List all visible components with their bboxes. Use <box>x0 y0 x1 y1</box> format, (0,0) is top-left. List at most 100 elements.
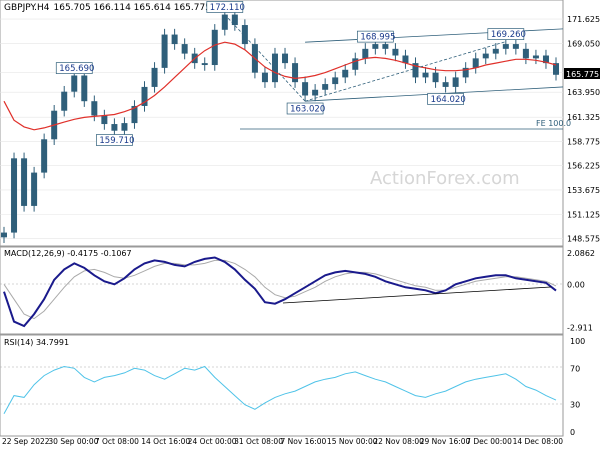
price-axis: 171.625169.050166.000163.950161.325158.7… <box>567 15 600 243</box>
price-panel-title: GBPJPY.H4 165.705 166.114 165.614 165.775 <box>4 3 211 13</box>
time-tick-label: 14 Oct 16:00 <box>141 437 190 446</box>
time-tick-label: 7 Oct 08:00 <box>95 437 139 446</box>
price-annotations: 172.110 165.690 159.710 163.020 168.995 164.0… <box>55 1 526 146</box>
price-tick-label: 171.625 <box>567 15 600 24</box>
candle-body <box>352 58 359 70</box>
macd-line <box>3 256 557 328</box>
candle-body <box>372 44 379 49</box>
watermark: ActionForex.com <box>370 168 520 189</box>
price-annotation-label: 164.020 <box>431 95 466 105</box>
price-tick-label: 169.050 <box>567 40 600 49</box>
candle-body <box>21 158 28 206</box>
candle-body <box>422 72 429 78</box>
time-tick-label: 22 Sep 2022 <box>2 437 50 446</box>
macd-title: MACD(12,26,9) -0.4175 -0.1067 <box>4 249 132 258</box>
candle-body <box>201 63 208 66</box>
candle-body <box>211 29 218 66</box>
rsi-tick-label: 100 <box>570 337 585 346</box>
price-annotation-label: 159.710 <box>99 136 134 146</box>
candle-body <box>292 63 299 83</box>
price-tick-label: 163.950 <box>567 88 600 97</box>
price-annotation-box <box>96 134 133 146</box>
symbol-title: GBPJPY.H4 <box>4 3 50 13</box>
rsi-axis: 100 70 30 0 <box>570 337 585 437</box>
rsi-tick-label: 30 <box>570 401 580 410</box>
candle-body <box>342 69 349 78</box>
candle-body <box>81 75 88 102</box>
price-tick-label: 148.575 <box>567 235 600 244</box>
candle-body <box>261 72 268 83</box>
price-grid <box>0 18 563 239</box>
candle-body <box>41 139 48 173</box>
price-annotation-box <box>55 62 93 74</box>
ohlc-values: 165.705 166.114 165.614 165.775 <box>54 3 211 13</box>
price-tick-label: 158.775 <box>567 137 600 146</box>
last-price-badge <box>564 68 600 79</box>
candle-body <box>402 55 409 64</box>
time-tick-label: 30 Sep 00:00 <box>48 437 98 446</box>
price-annotation-label: 172.110 <box>210 3 245 13</box>
candle-body <box>412 63 419 78</box>
candle-body <box>161 34 168 68</box>
candle-body <box>502 44 509 49</box>
macd-panel: MACD(12,26,9) -0.4175 -0.1067 2.0862 0.00… <box>0 246 595 335</box>
time-tick-label: 7 Nov 16:00 <box>281 437 327 446</box>
price-panel: ActionForex.com FE 100.0 GBPJPY.H4 165.70… <box>0 0 600 247</box>
price-annotation-box <box>487 28 525 40</box>
candle-body <box>31 172 38 206</box>
candle-body <box>121 123 128 131</box>
time-tick-label: 7 Dec 00:00 <box>466 437 512 446</box>
candle-body <box>141 86 148 106</box>
price-annotation-label: 168.995 <box>360 33 395 43</box>
macd-tick-label: 2.0862 <box>567 249 595 258</box>
rsi-tick-label: 0 <box>570 428 575 437</box>
price-tick-label: 153.675 <box>567 186 600 195</box>
candle-body <box>432 72 439 83</box>
candle-body <box>241 25 248 45</box>
macd-trendline <box>282 286 552 304</box>
price-panel-border <box>0 0 564 247</box>
candle-body <box>91 101 98 116</box>
candle-body <box>302 82 309 96</box>
candle-body <box>171 34 178 45</box>
candle-body <box>553 63 559 75</box>
candle-body <box>492 48 499 54</box>
candle-body <box>322 84 329 90</box>
time-tick-label: 24 Oct 00:00 <box>188 437 237 446</box>
candle-body <box>542 55 549 64</box>
macd-tick-label: 0.00 <box>567 280 585 289</box>
candle-body <box>392 48 399 56</box>
candle-body <box>61 91 68 111</box>
macd-signal-line <box>3 259 557 320</box>
candle-body <box>482 53 489 59</box>
candle-body <box>131 105 138 124</box>
price-tick-label: 161.325 <box>567 113 600 122</box>
price-annotation-box <box>427 93 464 105</box>
candle-body <box>1 232 7 238</box>
candle-body <box>312 89 319 96</box>
candle-body <box>181 44 188 54</box>
candle-body <box>512 44 519 49</box>
rsi-panel-border <box>0 334 564 437</box>
time-tick-label: 14 Dec 08:00 <box>513 437 564 446</box>
rsi-tick-label: 70 <box>570 364 580 373</box>
macd-tick-label: -2.911 <box>567 324 593 333</box>
macd-panel-border <box>0 246 564 335</box>
rsi-title: RSI(14) 34.7991 <box>4 338 69 347</box>
candle-body <box>282 53 289 64</box>
price-annotation-label: 163.020 <box>290 105 325 115</box>
price-annotation-label: 165.690 <box>59 64 94 74</box>
candle-body <box>532 55 539 59</box>
price-tick-label: 151.125 <box>567 210 600 219</box>
last-price-label: 165.775 <box>566 70 599 79</box>
candle-body <box>452 77 459 87</box>
candle-body <box>271 53 278 83</box>
macd-axis: 2.0862 0.00 -2.911 <box>567 249 595 333</box>
time-tick-label: 22 Nov 08:00 <box>373 437 424 446</box>
price-annotation-label: 169.260 <box>491 30 526 40</box>
time-tick-label: 15 Nov 00:00 <box>327 437 378 446</box>
candle-body <box>111 124 118 131</box>
candle-body <box>101 115 108 125</box>
candle-body <box>442 82 449 87</box>
